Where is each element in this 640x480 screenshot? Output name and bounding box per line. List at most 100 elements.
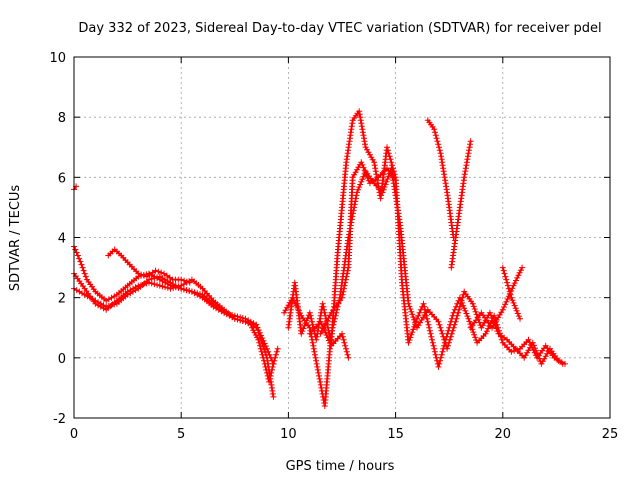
x-tick-label: 10 — [280, 427, 297, 442]
data-point — [471, 331, 478, 338]
data-point — [329, 327, 335, 334]
data-point — [436, 321, 443, 328]
data-point — [361, 167, 368, 174]
data-point — [359, 176, 366, 183]
data-point — [343, 273, 350, 280]
data-point — [266, 375, 273, 382]
series-sat-h — [317, 159, 399, 337]
x-tick-label: 0 — [70, 427, 78, 442]
data-point — [345, 354, 352, 361]
data-point — [360, 173, 367, 180]
data-point — [255, 336, 262, 343]
data-point — [321, 326, 328, 333]
series-sat-j — [448, 138, 474, 271]
data-point — [437, 357, 444, 364]
series-trace — [426, 119, 455, 239]
data-point — [356, 184, 363, 191]
data-point — [405, 339, 412, 346]
data-point — [268, 369, 275, 376]
data-point — [341, 339, 348, 346]
data-point — [309, 318, 315, 325]
data-point — [511, 280, 518, 287]
data-point — [471, 306, 478, 312]
data-point — [269, 366, 275, 373]
data-point — [297, 310, 303, 317]
data-point — [470, 329, 477, 336]
data-point — [344, 267, 351, 274]
series-sat-m — [306, 318, 352, 361]
data-point — [458, 297, 465, 304]
data-point — [431, 126, 438, 133]
data-point — [461, 171, 468, 178]
data-point — [298, 330, 305, 337]
data-point — [273, 348, 280, 355]
data-point — [407, 306, 414, 312]
data-point — [435, 318, 442, 325]
series-sat-l — [499, 264, 523, 322]
data-point — [506, 288, 513, 295]
data-point — [436, 144, 442, 151]
data-point — [197, 290, 203, 297]
data-point — [435, 363, 442, 370]
data-point — [434, 138, 441, 145]
data-point — [513, 277, 519, 284]
data-point — [384, 144, 390, 151]
data-point — [511, 302, 518, 309]
y-tick-label: 8 — [58, 111, 66, 126]
data-point — [462, 307, 469, 314]
data-point — [72, 246, 79, 253]
data-point — [325, 315, 332, 321]
data-point — [427, 330, 434, 337]
data-point — [80, 267, 87, 274]
data-point — [488, 312, 494, 319]
data-point — [533, 347, 539, 354]
data-point — [180, 286, 187, 293]
data-point — [459, 294, 466, 301]
data-point — [365, 177, 372, 184]
data-point — [510, 299, 517, 306]
data-point — [493, 325, 500, 332]
y-tick-label: 10 — [49, 51, 66, 66]
data-point — [472, 308, 479, 315]
series-sat-c — [71, 273, 260, 331]
data-point — [428, 333, 435, 340]
data-point — [79, 264, 86, 271]
data-point — [461, 305, 468, 312]
data-point — [437, 324, 444, 331]
grid — [74, 57, 610, 418]
data-point — [538, 360, 545, 367]
series-sat-i — [424, 117, 457, 241]
data-point — [82, 273, 89, 280]
data-point — [317, 315, 323, 322]
data-point — [426, 327, 433, 334]
data-series — [71, 108, 568, 409]
data-point — [186, 279, 193, 286]
data-point — [342, 279, 349, 286]
data-point — [555, 357, 562, 364]
data-point — [343, 348, 350, 355]
data-point — [314, 366, 321, 373]
series-sat-n — [249, 324, 281, 385]
data-point — [530, 342, 537, 349]
data-point — [330, 321, 337, 328]
data-point — [178, 276, 185, 283]
data-point — [558, 359, 565, 366]
data-point — [324, 334, 331, 341]
data-point — [430, 342, 437, 349]
data-point — [317, 318, 324, 325]
data-point — [340, 288, 347, 295]
data-point — [332, 312, 339, 319]
data-point — [258, 348, 265, 355]
data-point — [448, 330, 455, 337]
chart-title: Day 332 of 2023, Sidereal Day-to-day VTE… — [78, 21, 601, 36]
data-point — [167, 285, 174, 292]
data-point — [73, 249, 80, 256]
data-point — [154, 281, 161, 288]
data-point — [148, 275, 155, 282]
data-point — [380, 186, 387, 193]
data-point — [439, 330, 446, 337]
data-point — [322, 320, 329, 327]
data-point — [263, 366, 270, 373]
data-point — [467, 138, 474, 145]
data-point — [429, 336, 435, 343]
